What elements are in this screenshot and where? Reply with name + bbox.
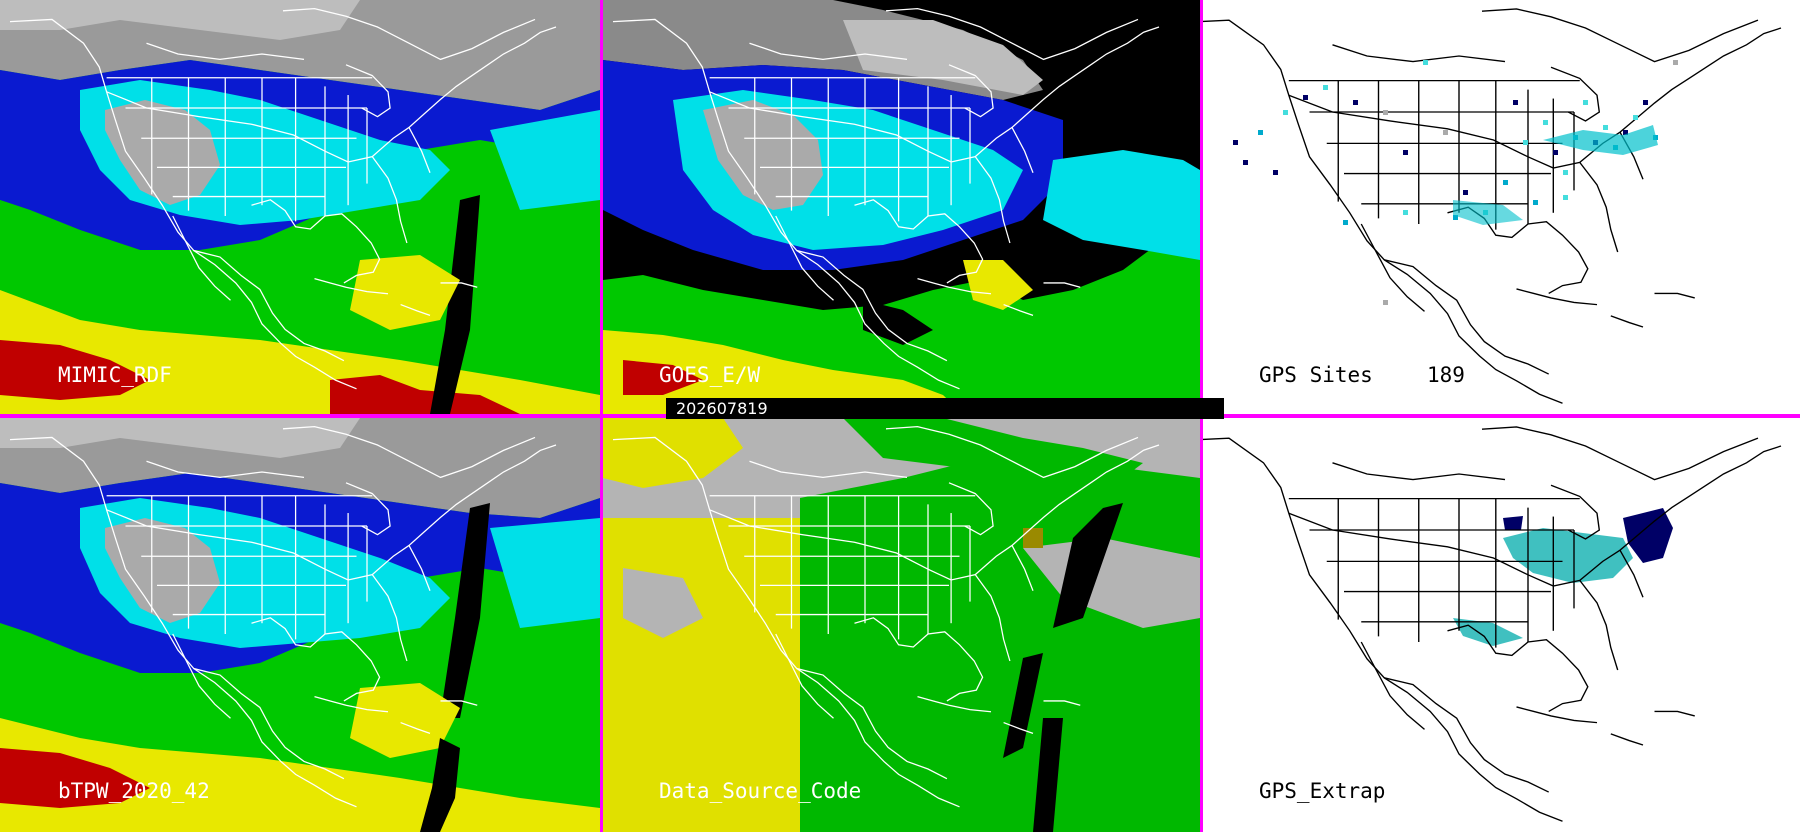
panel-label-mimic-rdf: MIMIC_RDF bbox=[58, 363, 172, 387]
panel-goes-ew: GOES_E/W bbox=[603, 0, 1200, 414]
panel-label-goes-ew: GOES_E/W bbox=[659, 363, 761, 387]
panel-label-data-source-code: Data_Source_Code bbox=[659, 779, 862, 803]
gps-site-count: 189 bbox=[1427, 363, 1465, 387]
data-source-map bbox=[603, 418, 1200, 832]
panel-gps-sites: GPS Sites 189 bbox=[1203, 0, 1800, 414]
panel-label-gps-extrap: GPS_Extrap bbox=[1259, 779, 1386, 803]
panel-label-btpw: bTPW_2020_42 bbox=[58, 779, 210, 803]
gps-extrap-map bbox=[1203, 418, 1800, 832]
panel-btpw: bTPW_2020_42 bbox=[0, 418, 600, 832]
panel-mimic-rdf: MIMIC_RDF bbox=[0, 0, 600, 414]
panel-data-source-code: Data_Source_Code bbox=[603, 418, 1200, 832]
panel-label-gps-sites: GPS Sites bbox=[1259, 363, 1373, 387]
panel-gps-extrap: GPS_Extrap bbox=[1203, 418, 1800, 832]
timestamp-bar: 202607819 bbox=[666, 398, 1224, 419]
gps-sites-map bbox=[1203, 0, 1800, 414]
tpw-map-mimic bbox=[0, 0, 600, 414]
tpw-map-goes bbox=[603, 0, 1200, 414]
tpw-map-btpw bbox=[0, 418, 600, 832]
